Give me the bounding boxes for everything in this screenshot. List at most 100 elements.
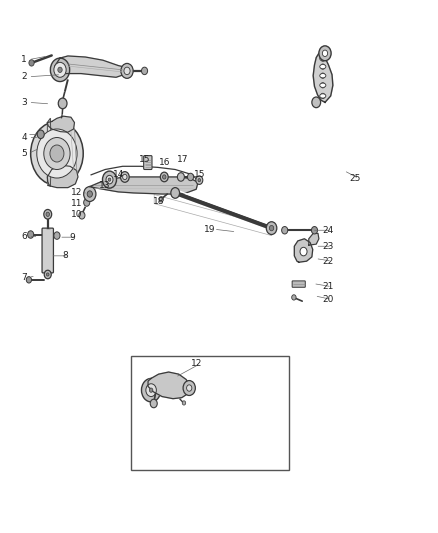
Text: 3: 3 [21,98,27,107]
Text: 7: 7 [21,273,27,281]
Circle shape [141,378,161,402]
Text: 10: 10 [71,210,82,219]
Text: 12: 12 [191,359,202,368]
Circle shape [150,399,157,408]
Circle shape [159,197,163,202]
Text: 15: 15 [194,171,205,179]
Text: 8: 8 [62,252,68,260]
Ellipse shape [320,64,326,69]
Text: 1: 1 [21,55,27,64]
Circle shape [79,212,85,219]
Circle shape [123,174,127,180]
Text: 5: 5 [21,149,27,158]
Polygon shape [47,165,78,188]
Circle shape [44,270,51,279]
Text: 25: 25 [349,174,360,183]
Circle shape [292,295,296,300]
Polygon shape [55,56,129,77]
Circle shape [121,63,133,78]
Circle shape [84,187,96,201]
Text: 22: 22 [322,257,333,265]
Circle shape [58,98,67,109]
Polygon shape [47,116,74,132]
Circle shape [183,381,195,395]
Ellipse shape [320,56,326,61]
Text: 11: 11 [71,199,82,208]
Circle shape [321,64,325,69]
Circle shape [198,179,201,182]
FancyBboxPatch shape [144,156,152,169]
Circle shape [182,401,186,405]
Circle shape [321,83,325,88]
Polygon shape [294,239,313,262]
Text: 16: 16 [159,158,170,167]
Text: 6: 6 [21,232,27,241]
Text: 19: 19 [204,225,215,233]
Circle shape [44,209,52,219]
Circle shape [26,277,32,283]
Circle shape [312,97,321,108]
Polygon shape [313,53,333,102]
Circle shape [87,191,92,197]
Circle shape [50,145,64,162]
Circle shape [108,178,111,181]
Text: 21: 21 [322,282,333,291]
Circle shape [321,93,325,99]
Circle shape [37,129,77,178]
FancyBboxPatch shape [292,281,305,287]
Circle shape [319,46,331,61]
Circle shape [266,222,277,235]
Circle shape [149,388,153,392]
Circle shape [187,173,194,181]
Circle shape [141,67,148,75]
Circle shape [124,67,130,75]
Circle shape [102,171,117,188]
Text: 18: 18 [153,197,164,206]
Circle shape [146,384,156,397]
Circle shape [84,199,90,206]
Circle shape [54,62,66,77]
Circle shape [106,175,113,184]
FancyBboxPatch shape [42,228,53,273]
Circle shape [44,138,70,169]
Circle shape [31,122,83,185]
Text: 14: 14 [113,171,125,179]
Circle shape [171,188,180,198]
Circle shape [269,225,274,231]
Text: 12: 12 [71,189,82,197]
Circle shape [177,173,184,181]
Circle shape [50,58,70,82]
Text: 2: 2 [21,72,27,81]
Circle shape [28,231,34,238]
Text: 24: 24 [322,226,333,235]
Circle shape [46,273,49,276]
Circle shape [120,172,129,182]
Circle shape [37,130,44,139]
Circle shape [322,50,328,56]
Circle shape [282,227,288,234]
Ellipse shape [320,94,326,98]
Circle shape [196,176,203,184]
Bar [131,356,289,470]
Text: 15: 15 [139,156,150,164]
Polygon shape [90,177,198,194]
Circle shape [187,385,192,391]
Polygon shape [309,233,319,245]
Circle shape [58,67,62,72]
Text: 4: 4 [21,133,27,142]
Text: 20: 20 [322,295,333,304]
Circle shape [321,56,325,61]
Polygon shape [148,372,191,399]
Text: 17: 17 [177,156,189,164]
Ellipse shape [320,83,326,87]
Text: 9: 9 [69,233,75,241]
Circle shape [321,73,325,78]
Circle shape [162,175,166,179]
Circle shape [54,232,60,239]
Circle shape [160,172,168,182]
Circle shape [311,227,318,234]
Circle shape [29,60,34,66]
Ellipse shape [320,74,326,78]
Text: 13: 13 [99,181,110,190]
Circle shape [46,212,49,216]
